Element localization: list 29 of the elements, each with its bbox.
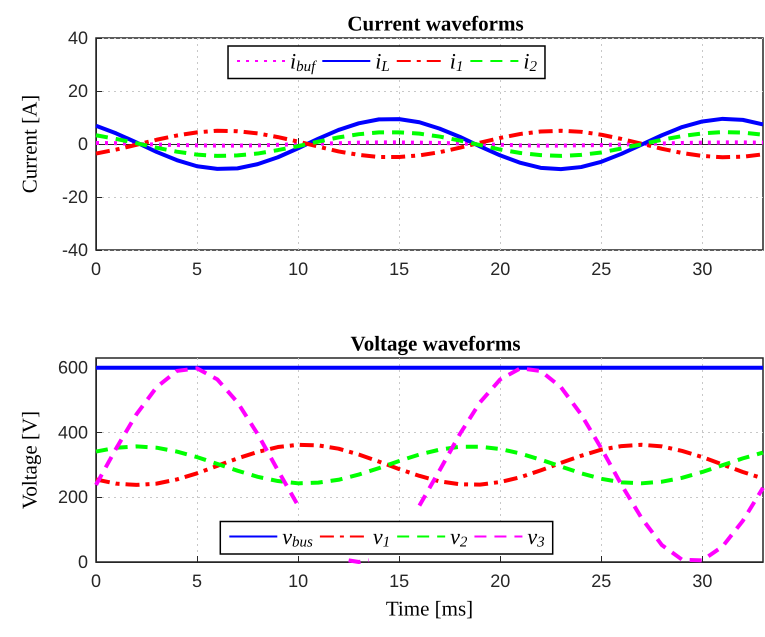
- x-tick-label: 30: [692, 259, 712, 279]
- x-tick-label: 0: [90, 571, 102, 591]
- y-axis-title: Current [A]: [18, 94, 42, 194]
- x-tick-label: 20: [490, 571, 510, 591]
- y-tick-label: 0: [78, 134, 88, 154]
- x-tick-label: 25: [591, 571, 612, 591]
- line-series: [94, 116, 765, 172]
- x-tick-label: 5: [192, 571, 202, 591]
- y-tick-label: 200: [58, 487, 88, 508]
- x-tick-label: 30: [692, 571, 712, 591]
- y-tick-label: 600: [58, 358, 88, 378]
- x-tick-label: 15: [389, 259, 410, 279]
- y-tick-label: -20: [62, 187, 88, 207]
- x-tick-label: 5: [192, 259, 202, 279]
- x-tick-label: 10: [288, 259, 308, 279]
- chart-title: Current waveforms: [347, 12, 524, 36]
- x-tick-label: 25: [591, 259, 612, 279]
- y-tick-label: 400: [58, 422, 88, 442]
- y-tick-label: 40: [68, 28, 88, 48]
- x-tick-label: 20: [490, 259, 510, 279]
- x-tick-label: 15: [389, 571, 410, 591]
- x-tick-label: 10: [288, 571, 308, 591]
- y-axis-title: Voltage [V]: [18, 410, 42, 510]
- y-tick-label: 0: [78, 552, 88, 572]
- chart-title: Voltage waveforms: [350, 332, 521, 356]
- y-tick-label: -40: [62, 240, 88, 260]
- x-axis-title: Time [ms]: [386, 596, 474, 620]
- x-tick-label: 0: [90, 259, 102, 279]
- y-tick-label: 20: [68, 81, 88, 101]
